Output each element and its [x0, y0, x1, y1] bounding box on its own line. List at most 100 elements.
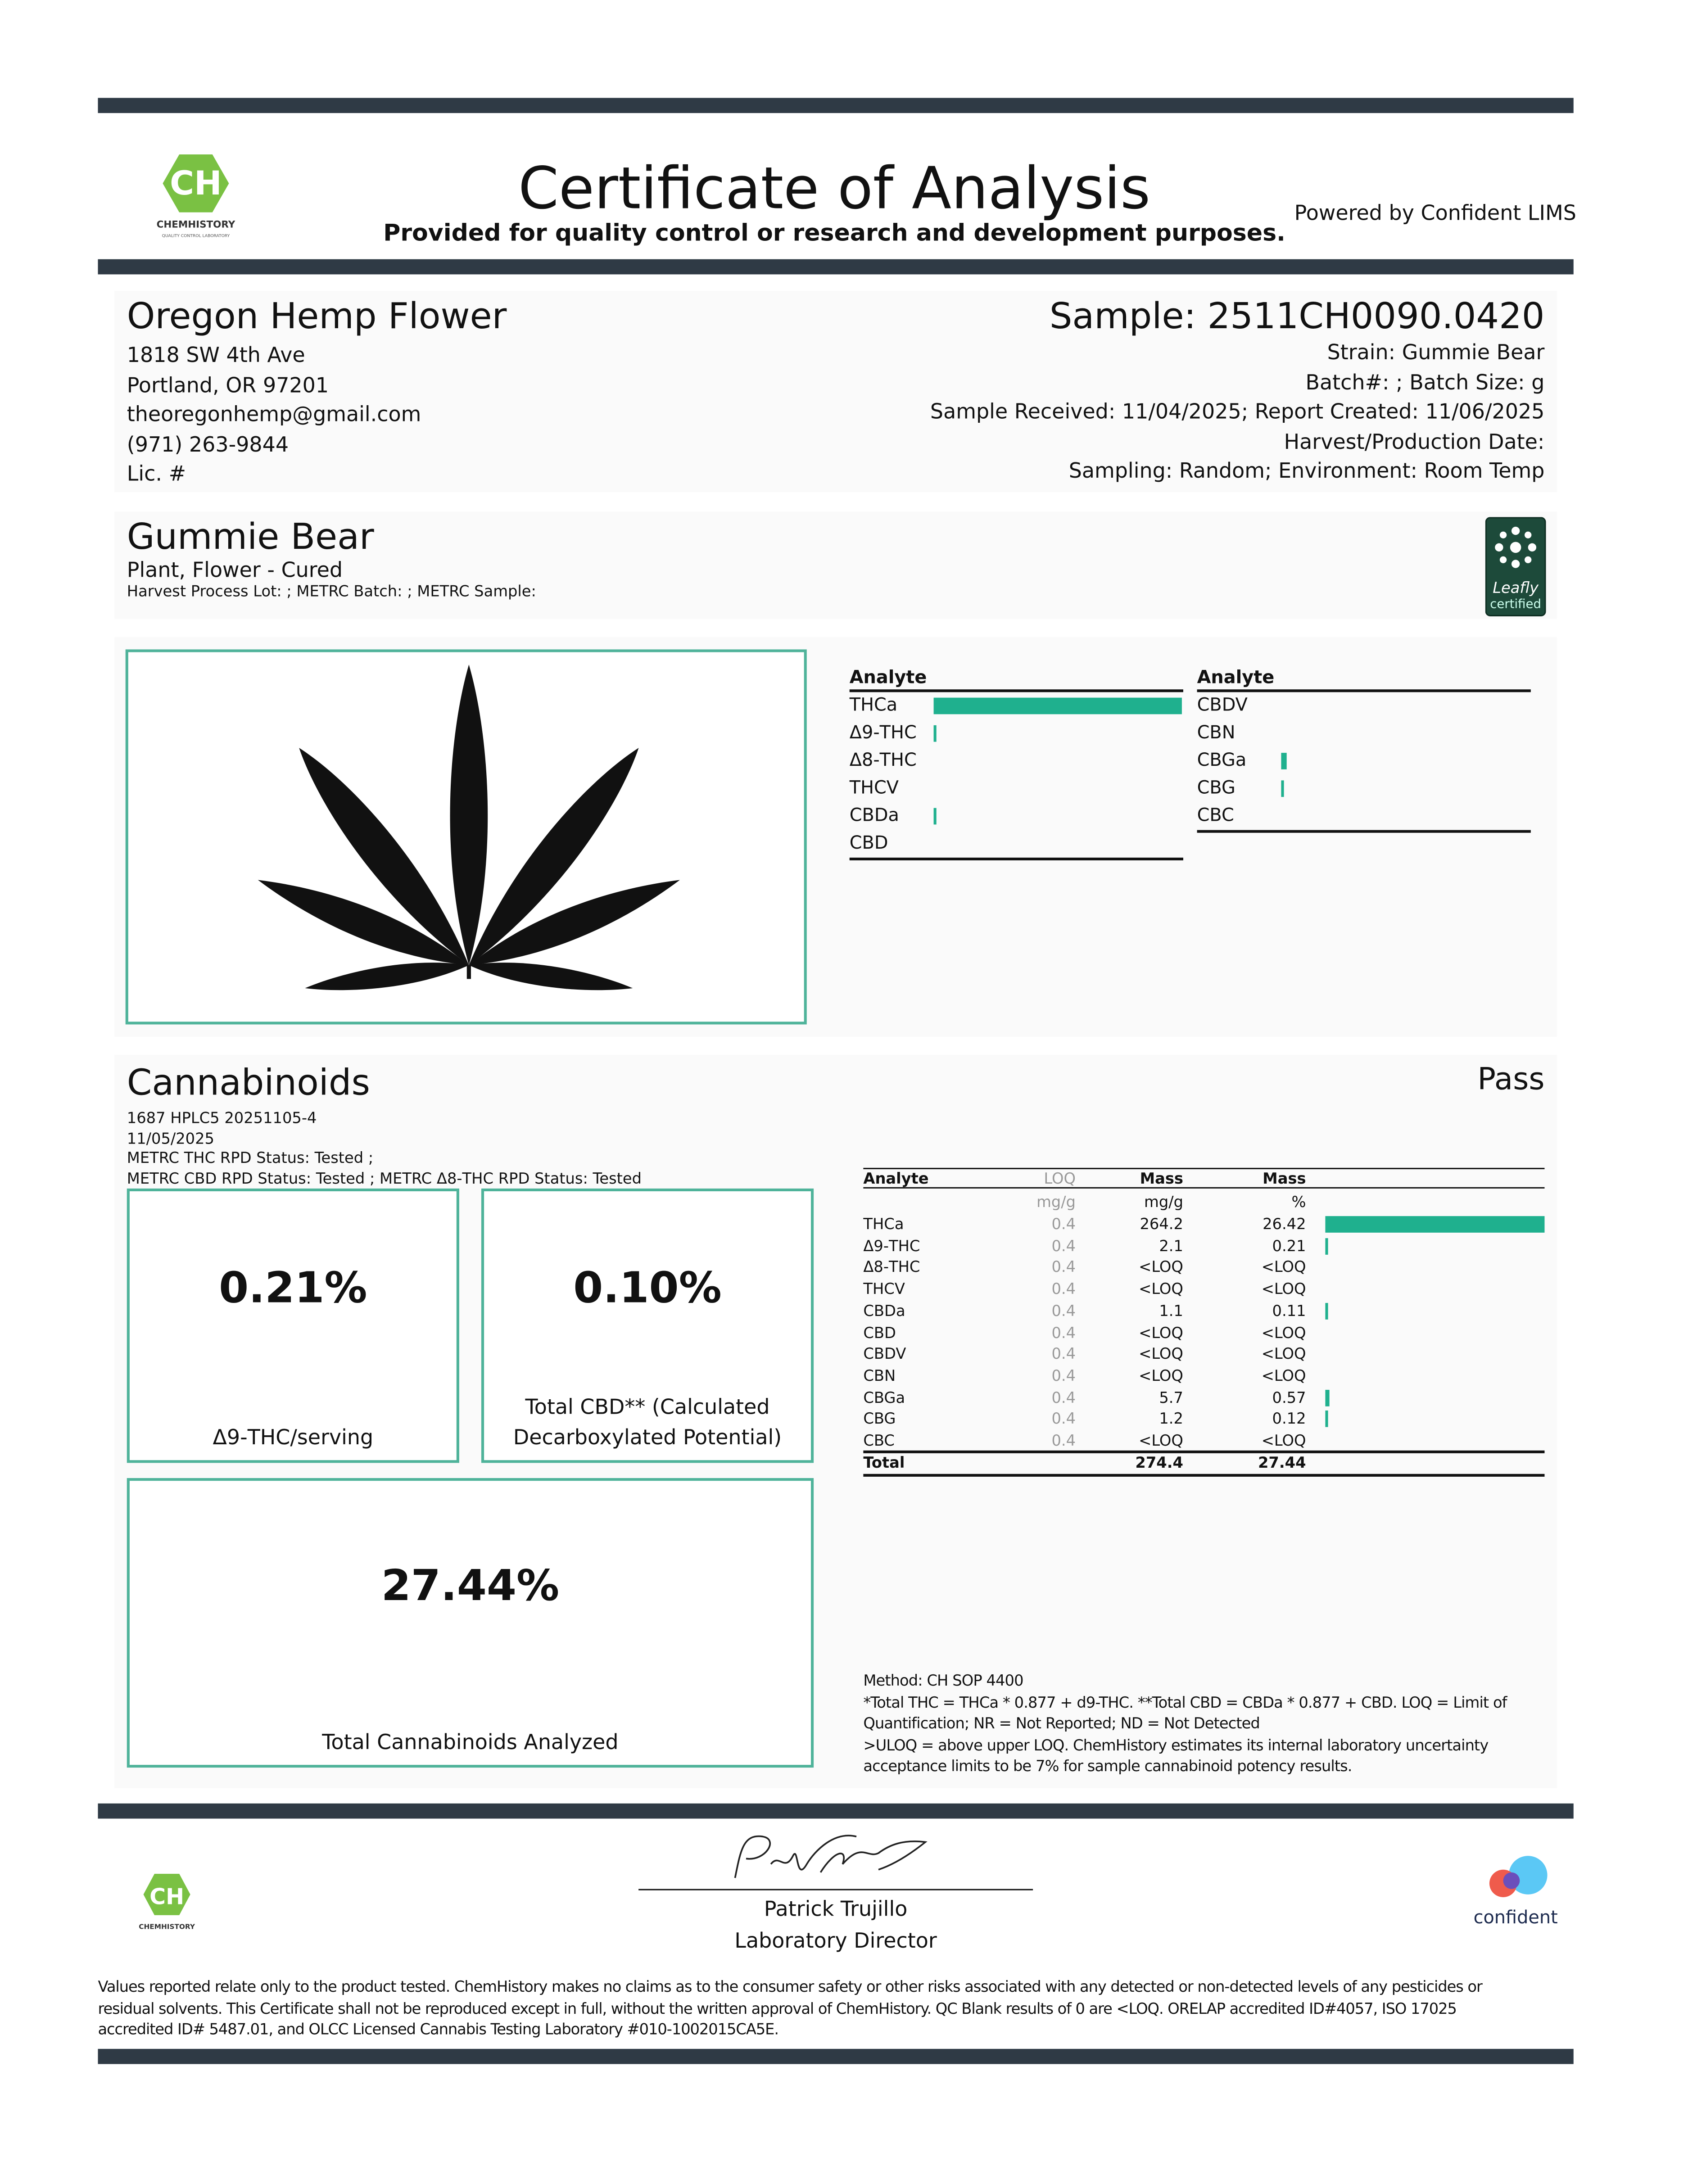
cell-analyte: CBG [863, 1410, 896, 1429]
cell-loq: 0.4 [1051, 1324, 1076, 1342]
summary-bar [933, 725, 937, 742]
summary-header: Analyte [1197, 668, 1275, 689]
result-label: Total Cannabinoids Analyzed [322, 1729, 619, 1755]
summary-analyte: Δ9-THC [849, 723, 917, 744]
note: >ULOQ = above upper LOQ. ChemHistory est… [863, 1736, 1489, 1754]
summary-rule [1197, 689, 1531, 692]
client-line: (971) 263-9844 [127, 431, 289, 457]
signer-name: Patrick Trujillo [764, 1896, 908, 1922]
logo-small: CH CHEMHISTORY [139, 1873, 195, 1931]
cell-percent: 26.42 [1263, 1215, 1306, 1234]
cell-mass: 264.2 [1140, 1215, 1183, 1234]
cell-percent: 0.21 [1272, 1237, 1306, 1255]
summary-bar [933, 697, 1182, 714]
powered-by: Powered by Confident LIMS [1294, 200, 1576, 226]
cell-loq: 0.4 [1051, 1432, 1076, 1450]
total-label: Total [863, 1454, 905, 1472]
sample-line: Sampling: Random; Environment: Room Temp [1068, 458, 1545, 484]
cell-mass: 5.7 [1159, 1388, 1183, 1407]
logo-initials: CH [170, 164, 222, 203]
footer-line: accredited ID# 5487.01, and OLCC License… [98, 2021, 779, 2039]
signer-title: Laboratory Director [734, 1928, 937, 1953]
th: Mass [1140, 1170, 1183, 1188]
cell-loq: 0.4 [1051, 1302, 1076, 1320]
th: LOQ [1044, 1170, 1076, 1188]
table-rule [863, 1187, 1545, 1189]
th: Analyte [863, 1170, 929, 1188]
cell-analyte: THCa [863, 1215, 904, 1234]
section-title: Cannabinoids [127, 1063, 371, 1105]
cell-mass: <LOQ [1139, 1258, 1183, 1277]
cell-percent: 0.11 [1272, 1302, 1306, 1320]
percent-bar [1325, 1216, 1545, 1233]
percent-bar [1325, 1389, 1330, 1406]
client-line: Portland, OR 97201 [127, 372, 329, 397]
leafly-badge: Leafly certified [1485, 517, 1546, 616]
cell-percent: <LOQ [1261, 1280, 1306, 1298]
footer-line: Values reported relate only to the produ… [98, 1978, 1482, 1996]
result-box [481, 1188, 814, 1463]
note: acceptance limits to be 7% for sample ca… [863, 1757, 1352, 1775]
header-bar [98, 259, 1574, 275]
client-line: Lic. # [127, 461, 186, 486]
table-rule [863, 1167, 1545, 1169]
cell-mass: 1.1 [1159, 1302, 1183, 1320]
result-value: 0.10% [573, 1263, 722, 1314]
sample-line: Harvest/Production Date: [1284, 429, 1545, 454]
summary-rule [849, 857, 1183, 860]
cell-percent: <LOQ [1261, 1432, 1306, 1450]
meta-line: METRC CBD RPD Status: Tested ; METRC Δ8-… [127, 1169, 642, 1187]
summary-bar [1281, 753, 1287, 769]
client-panel [114, 291, 1557, 493]
cell-percent: <LOQ [1261, 1367, 1306, 1385]
cell-analyte: CBD [863, 1324, 896, 1342]
summary-rule [1197, 830, 1531, 832]
summary-analyte: Δ8-THC [849, 751, 917, 772]
product-panel [114, 511, 1557, 619]
cell-loq: 0.4 [1051, 1345, 1076, 1363]
client-line: theoregonhemp@gmail.com [127, 402, 421, 427]
cell-percent: 0.12 [1272, 1410, 1306, 1429]
top-bar [98, 98, 1574, 113]
cell-analyte: CBGa [863, 1388, 905, 1407]
cell-mass: <LOQ [1139, 1280, 1183, 1298]
product-type: Plant, Flower - Cured [127, 557, 343, 583]
sample-line: Sample Received: 11/04/2025; Report Crea… [930, 399, 1545, 424]
cell-loq: 0.4 [1051, 1258, 1076, 1277]
cell-analyte: THCV [863, 1280, 905, 1298]
cell-loq: 0.4 [1051, 1237, 1076, 1255]
subtitle: Provided for quality control or research… [383, 220, 1285, 248]
cell-analyte: CBDV [863, 1345, 906, 1363]
cell-analyte: CBN [863, 1367, 896, 1385]
summary-analyte: CBGa [1197, 751, 1247, 772]
sample-id: Sample: 2511CH0090.0420 [1049, 296, 1545, 338]
cell-analyte: CBC [863, 1432, 895, 1450]
note: Method: CH SOP 4400 [863, 1672, 1023, 1690]
result-box [127, 1188, 459, 1463]
result-box [127, 1478, 814, 1768]
cell-loq: 0.4 [1051, 1388, 1076, 1407]
table-rule [863, 1474, 1545, 1476]
note: *Total THC = THCa * 0.877 + d9-THC. **To… [863, 1693, 1507, 1711]
logo-tagline: QUALITY CONTROL LABORATORY [162, 234, 230, 239]
sample-line: Batch#: ; Batch Size: g [1305, 369, 1545, 394]
summary-analyte: CBD [849, 833, 888, 855]
confident-logo: confident [1474, 1856, 1558, 1928]
summary-analyte: CBDV [1197, 696, 1248, 716]
product-name: Gummie Bear [127, 517, 374, 559]
summary-analyte: THCV [849, 778, 899, 799]
summary-analyte: CBN [1197, 723, 1235, 744]
logo-small-initials: CH [149, 1884, 184, 1909]
cell-mass: <LOQ [1139, 1367, 1183, 1385]
unit: mg/g [1144, 1193, 1183, 1212]
percent-bar [1325, 1411, 1328, 1428]
unit: mg/g [1036, 1193, 1076, 1212]
footer-line: residual solvents. This Certificate shal… [98, 1999, 1457, 2017]
sample-line: Strain: Gummie Bear [1327, 339, 1545, 365]
cell-analyte: Δ9-THC [863, 1237, 920, 1255]
summary-analyte: CBDa [849, 806, 899, 827]
total-mass: 274.4 [1135, 1454, 1183, 1472]
confident-text: confident [1474, 1907, 1558, 1928]
